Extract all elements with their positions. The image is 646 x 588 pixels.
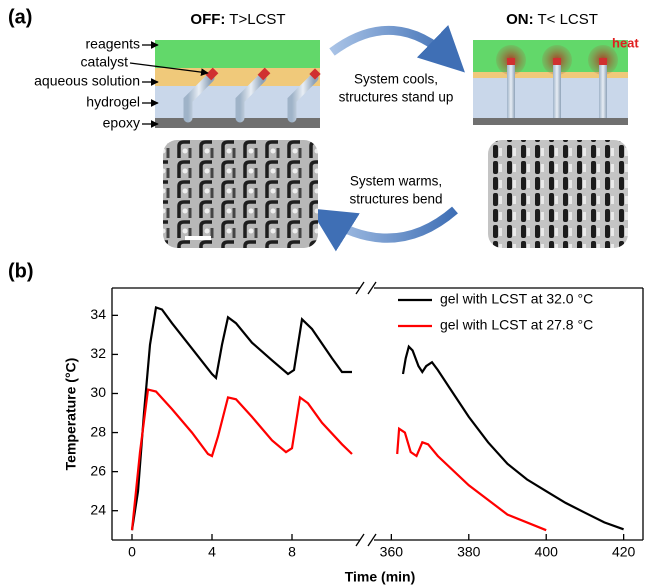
layer-label: catalyst bbox=[81, 54, 129, 70]
cool-arrow bbox=[329, 25, 465, 73]
x-tick-label: 8 bbox=[288, 544, 296, 560]
x-tick-label: 420 bbox=[612, 544, 636, 560]
panel-label: (a) bbox=[8, 6, 32, 28]
off-title: OFF: T>LCST bbox=[190, 11, 285, 28]
warm-arrow bbox=[309, 206, 458, 252]
layer-label: aqueous solution bbox=[34, 73, 140, 89]
series-line bbox=[130, 306, 624, 531]
y-axis-label: Temperature (°C) bbox=[63, 358, 79, 471]
layer-label: reagents bbox=[86, 36, 140, 52]
y-tick-label: 28 bbox=[90, 423, 106, 439]
legend-label: gel with LCST at 32.0 °C bbox=[440, 291, 593, 307]
on-schematic: heat bbox=[473, 35, 639, 125]
layer-label: epoxy bbox=[103, 115, 140, 131]
label-arrows bbox=[129, 41, 209, 128]
on-state: ON: bbox=[506, 11, 534, 28]
layer-labels: reagents catalyst aqueous solution hydro… bbox=[34, 36, 140, 131]
off-schematic bbox=[155, 40, 321, 128]
axis-break bbox=[355, 533, 365, 547]
on-condition: T< LCST bbox=[534, 11, 598, 28]
warm-text: System warms, bbox=[350, 174, 442, 189]
x-tick-label: 380 bbox=[457, 544, 481, 560]
y-tick-label: 30 bbox=[90, 384, 106, 400]
axis-break bbox=[367, 281, 377, 295]
x-tick-label: 400 bbox=[535, 544, 559, 560]
axis-break bbox=[355, 281, 365, 295]
axis-break bbox=[367, 533, 377, 547]
off-condition: T>LCST bbox=[225, 11, 285, 28]
x-tick-label: 360 bbox=[380, 544, 404, 560]
heat-label: heat bbox=[612, 35, 639, 50]
y-tick-label: 24 bbox=[90, 501, 106, 517]
scale-bar bbox=[185, 236, 211, 240]
warm-text: structures bend bbox=[349, 192, 442, 207]
legend-label: gel with LCST at 27.8 °C bbox=[440, 317, 593, 333]
on-title: ON: T< LCST bbox=[506, 11, 598, 28]
y-tick-label: 34 bbox=[90, 306, 106, 322]
layer-label: hydrogel bbox=[86, 94, 140, 110]
y-tick-label: 32 bbox=[90, 345, 106, 361]
cool-text: structures stand up bbox=[339, 90, 454, 105]
off-state: OFF: bbox=[190, 11, 225, 28]
plot: 24 26 28 30 32 34 0 4 8 360 380 400 420 gel with LCST… bbox=[90, 281, 644, 560]
panel-label: (b) bbox=[8, 260, 34, 282]
cool-text: System cools, bbox=[354, 72, 438, 87]
series-line bbox=[130, 388, 547, 532]
micrograph-bent bbox=[163, 140, 318, 248]
x-tick-label: 4 bbox=[208, 544, 216, 560]
x-axis-label: Time (min) bbox=[345, 569, 416, 585]
y-tick-label: 26 bbox=[90, 462, 106, 478]
x-tick-label: 0 bbox=[128, 544, 136, 560]
micrograph-standing bbox=[488, 140, 628, 248]
